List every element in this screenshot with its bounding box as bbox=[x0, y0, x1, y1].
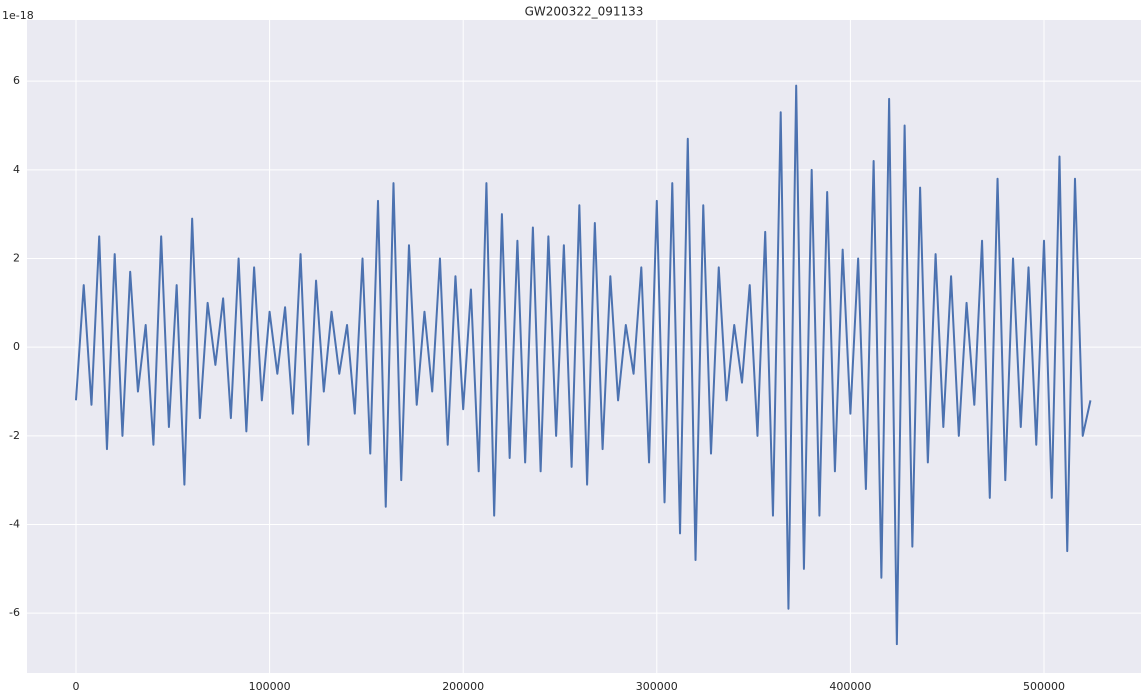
x-tick-label: 300000 bbox=[636, 680, 678, 693]
y-tick-label: -6 bbox=[9, 606, 20, 619]
x-tick-label: 200000 bbox=[442, 680, 484, 693]
x-tick-label: 400000 bbox=[829, 680, 871, 693]
y-tick-label: 4 bbox=[13, 163, 20, 176]
y-offset-label: 1e-18 bbox=[2, 9, 34, 22]
line-series bbox=[74, 84, 1092, 646]
x-tick-label: 0 bbox=[72, 680, 79, 693]
chart-title: GW200322_091133 bbox=[525, 5, 644, 19]
x-tick-label: 100000 bbox=[249, 680, 291, 693]
y-tick-label: 0 bbox=[13, 340, 20, 353]
y-tick-label: -4 bbox=[9, 517, 20, 530]
x-tick-label: 500000 bbox=[1023, 680, 1065, 693]
y-tick-label: 2 bbox=[13, 252, 20, 265]
y-tick-label: -2 bbox=[9, 429, 20, 442]
y-tick-label: 6 bbox=[13, 74, 20, 87]
